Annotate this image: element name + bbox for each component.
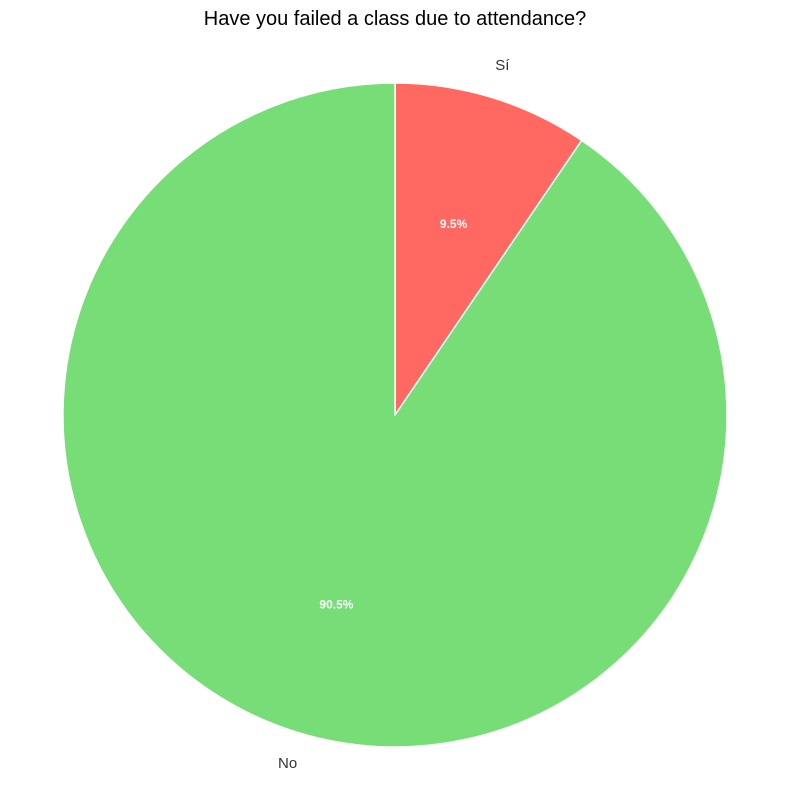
- slice-label-1: Sí: [495, 57, 510, 74]
- slice-label-2: No: [278, 755, 297, 772]
- pie-slices: [62, 82, 728, 748]
- slice-percent-1: 9.5%: [440, 217, 468, 231]
- pie-labels: Sí 9.5% No 90.5%: [278, 57, 510, 772]
- slice-percent-2: 90.5%: [319, 598, 353, 612]
- pie-slice-2: [62, 82, 728, 748]
- pie-slice-1: [394, 82, 583, 416]
- chart-title: Have you failed a class due to attendanc…: [204, 8, 586, 30]
